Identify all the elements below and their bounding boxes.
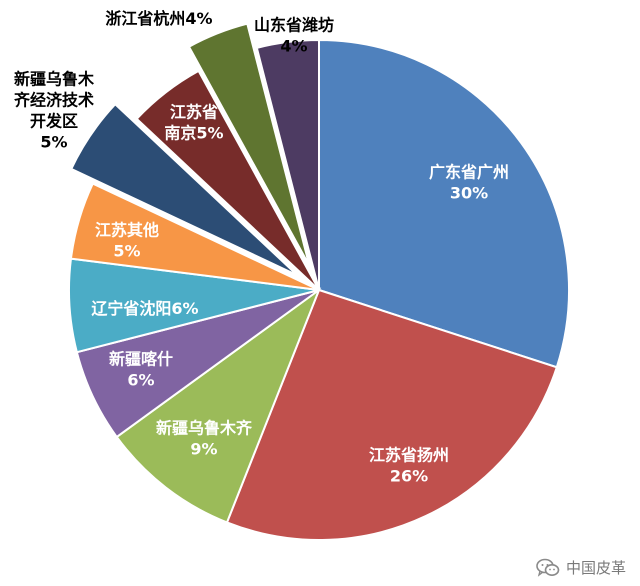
pie-label-3: 新疆喀什 6%: [109, 350, 173, 390]
wechat-icon: [536, 558, 560, 577]
pie-slice-7: [135, 69, 320, 291]
pie-label-line: 江苏其他: [95, 221, 159, 240]
pie-label-line: 江苏省: [170, 103, 218, 122]
pie-label-line: 南京5%: [164, 124, 223, 143]
pie-slice-8: [187, 22, 311, 267]
pie-label-line: 6%: [127, 371, 154, 390]
pie-label-line: 26%: [390, 467, 428, 486]
pie-label-line: 30%: [450, 184, 488, 203]
pie-label-line: 江苏省扬州: [369, 446, 449, 465]
pie-label-line: 新疆乌鲁木: [14, 70, 95, 89]
pie-label-1: 江苏省扬州 26%: [369, 446, 449, 486]
pie-label-line: 5%: [40, 133, 67, 152]
pie-labels: 广东省广州 30% 江苏省扬州 26% 新疆乌鲁木齐 9% 新疆喀什 6% 辽宁省沈阳6% 江苏其…: [14, 9, 509, 486]
pie-slice-0: [318, 38, 570, 369]
pie-label-7: 江苏省南京5%: [164, 103, 223, 143]
pie-slice-1: [225, 288, 559, 541]
pie-label-line: 广东省广州: [429, 163, 509, 182]
pie-label-0: 广东省广州 30%: [429, 163, 509, 203]
pie-label-line: 5%: [113, 242, 140, 261]
watermark-text: 中国皮革: [565, 559, 626, 577]
pie-slices: [68, 22, 570, 541]
pie-label-line: 开发区: [30, 112, 78, 131]
pie-slice-5: [69, 182, 320, 291]
pie-label-line: 4%: [280, 37, 307, 56]
pie-label-line: 新疆乌鲁木齐: [156, 419, 253, 438]
watermark: 中国皮革: [536, 557, 626, 578]
pie-label-2: 新疆乌鲁木齐 9%: [156, 419, 253, 459]
pie-label-line: 山东省潍坊: [254, 16, 334, 35]
pie-label-line: 浙江省杭州4%: [105, 9, 212, 28]
pie-label-line: 新疆喀什: [109, 350, 173, 369]
pie-label-6: 新疆乌鲁木齐经济技术开发区 5%: [14, 70, 95, 152]
pie-slice-9: [255, 38, 320, 291]
pie-slice-2: [115, 287, 322, 524]
pie-slice-6: [69, 102, 299, 277]
pie-label-5: 江苏其他 5%: [95, 221, 159, 261]
pie-label-line: 辽宁省沈阳6%: [91, 299, 198, 318]
pie-label-4: 辽宁省沈阳6%: [91, 299, 198, 318]
pie-label-line: 9%: [190, 440, 217, 459]
pie-label-9: 山东省潍坊 4%: [254, 16, 334, 56]
pie-label-line: 齐经济技术: [14, 91, 94, 110]
pie-label-8: 浙江省杭州4%: [105, 9, 212, 28]
